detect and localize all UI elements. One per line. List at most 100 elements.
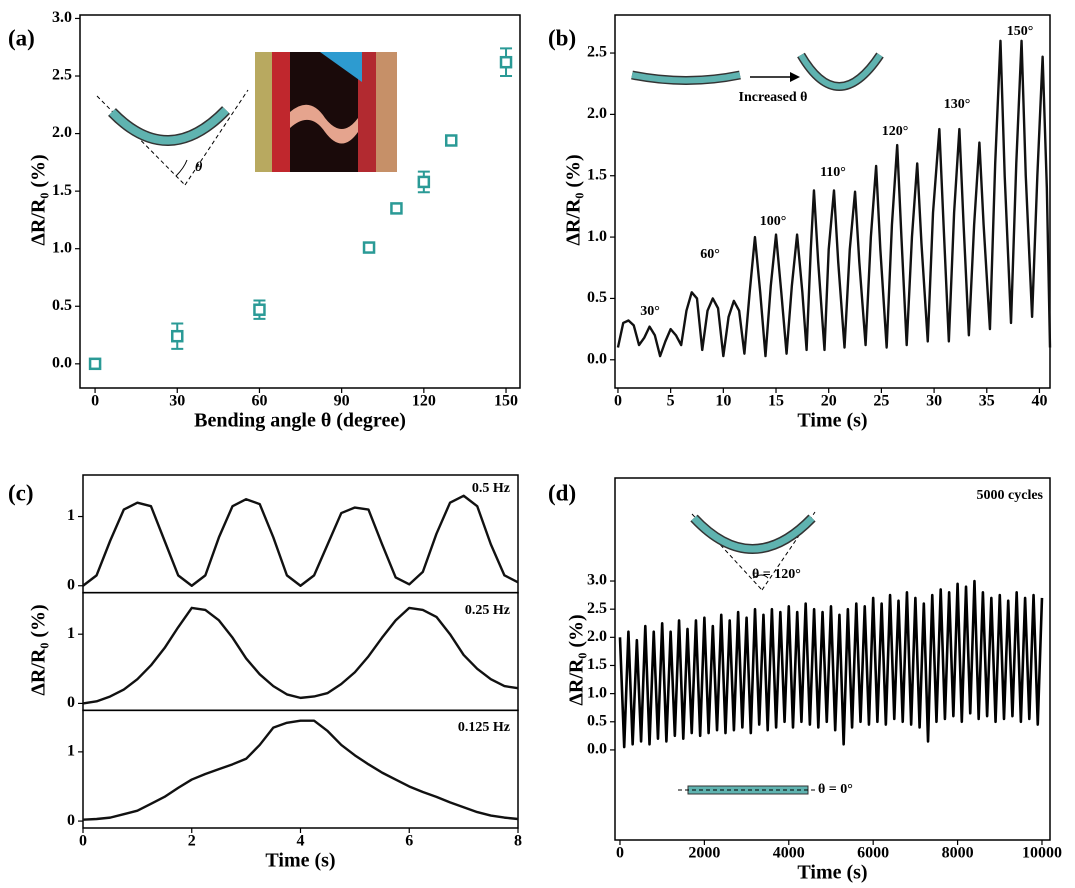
- x-axis-label: Time (s): [265, 850, 335, 872]
- x-tick-label: 2000: [688, 845, 720, 862]
- x-tick-label: 6000: [857, 845, 889, 862]
- series-label: 0.25 Hz: [465, 603, 510, 618]
- y-tick-label: 2.5: [587, 44, 607, 61]
- x-tick-label: 0: [614, 393, 622, 410]
- x-tick-label: 2: [188, 833, 196, 850]
- x-tick-label: 60: [251, 393, 267, 410]
- x-tick-label: 30: [926, 393, 942, 410]
- x-tick-label: 20: [821, 393, 837, 410]
- inset-bent-strip: [96, 89, 249, 186]
- y-tick-label: 2.5: [52, 67, 72, 84]
- y-tick-label: 1.0: [587, 684, 607, 701]
- x-tick-label: 30: [169, 393, 185, 410]
- x-tick-label: 15: [768, 393, 784, 410]
- arrow-head: [790, 72, 800, 82]
- x-tick-label: 0: [91, 393, 99, 410]
- y-tick-label: 0.5: [587, 289, 607, 306]
- x-axis-label: Bending angle θ (degree): [194, 410, 406, 432]
- x-tick-label: 35: [979, 393, 995, 410]
- strip: [691, 515, 815, 553]
- annotation: 100°: [760, 214, 787, 229]
- series-label: 0.125 Hz: [458, 720, 510, 735]
- y-tick-label: 2.0: [587, 105, 607, 122]
- plot-frame: [82, 709, 519, 829]
- panel-label: (d): [548, 480, 576, 505]
- x-tick-label: 8000: [942, 845, 974, 862]
- x-tick-label: 10: [715, 393, 731, 410]
- annotation: Increased θ: [739, 90, 808, 105]
- marker: [417, 175, 431, 189]
- y-tick-label: 1: [67, 743, 75, 760]
- x-tick-label: 0: [79, 833, 87, 850]
- strip: [798, 53, 883, 90]
- annotation: 150°: [1007, 24, 1034, 39]
- y-axis-label: ΔR/R₀ (%): [566, 614, 588, 705]
- y-tick-label: 0: [67, 694, 75, 711]
- x-tick-label: 5: [667, 393, 675, 410]
- y-tick-label: 0: [67, 812, 75, 829]
- y-axis-label: ΔR/R₀ (%): [28, 604, 50, 695]
- annotation: θ = 120°: [752, 567, 801, 582]
- y-tick-label: 0.5: [587, 712, 607, 729]
- x-tick-label: 150: [494, 393, 518, 410]
- angle-arc: [752, 574, 769, 579]
- annotation: 5000 cycles: [977, 488, 1044, 503]
- strip: [109, 107, 229, 145]
- y-tick-label: 0.0: [587, 741, 607, 758]
- x-axis-label: Time (s): [797, 410, 867, 432]
- plot-frame: [614, 477, 1051, 841]
- annotation: 130°: [944, 97, 971, 112]
- photo-block: [320, 52, 362, 82]
- annotation: θ = 0°: [818, 782, 853, 797]
- marker: [499, 55, 513, 69]
- x-tick-label: 10000: [1022, 845, 1062, 862]
- y-axis-label: ΔR/R₀ (%): [563, 154, 585, 245]
- x-tick-label: 4000: [773, 845, 805, 862]
- x-tick-label: 0: [616, 845, 624, 862]
- y-tick-label: 1: [67, 625, 75, 642]
- y-tick-label: 1.0: [52, 239, 72, 256]
- x-tick-label: 25: [873, 393, 889, 410]
- data-line: [82, 719, 519, 821]
- inset-strips-d: [678, 511, 818, 795]
- y-tick-label: 1.5: [52, 182, 72, 199]
- y-tick-label: 1.0: [587, 228, 607, 245]
- photo-block: [376, 52, 397, 172]
- plot-frame: [614, 14, 1051, 389]
- y-tick-label: 1.5: [587, 166, 607, 183]
- y-tick-label: 1: [67, 507, 75, 524]
- y-tick-label: 2.0: [52, 124, 72, 141]
- y-tick-label: 3.0: [587, 572, 607, 589]
- data-line: [82, 494, 519, 587]
- x-tick-label: 90: [334, 393, 350, 410]
- inset-photo: [255, 52, 397, 172]
- marker: [88, 357, 102, 371]
- marker: [390, 202, 403, 215]
- plot-frame: [82, 591, 519, 712]
- marker: [171, 329, 184, 343]
- guide-line: [184, 89, 249, 186]
- x-tick-label: 4: [297, 833, 305, 850]
- annotation: 60°: [700, 247, 720, 262]
- x-tick-label: 8: [514, 833, 522, 850]
- series-label: 0.5 Hz: [472, 481, 510, 496]
- data-line: [82, 606, 519, 705]
- angle-arc: [175, 159, 188, 177]
- panel-label: (c): [8, 480, 34, 505]
- plot-frame: [82, 474, 519, 594]
- x-axis-label: Time (s): [797, 862, 867, 884]
- y-tick-label: 0.0: [587, 350, 607, 367]
- x-tick-label: 120: [412, 393, 436, 410]
- x-tick-label: 6: [405, 833, 413, 850]
- photo-block: [358, 52, 376, 172]
- strip: [631, 72, 741, 84]
- y-tick-label: 0.0: [52, 354, 72, 371]
- marker: [253, 303, 266, 316]
- annotation: 120°: [882, 124, 909, 139]
- annotation: θ: [195, 160, 203, 175]
- plot-frame: [79, 14, 521, 389]
- y-tick-label: 3.0: [52, 9, 72, 26]
- panel-label: (b): [548, 25, 576, 50]
